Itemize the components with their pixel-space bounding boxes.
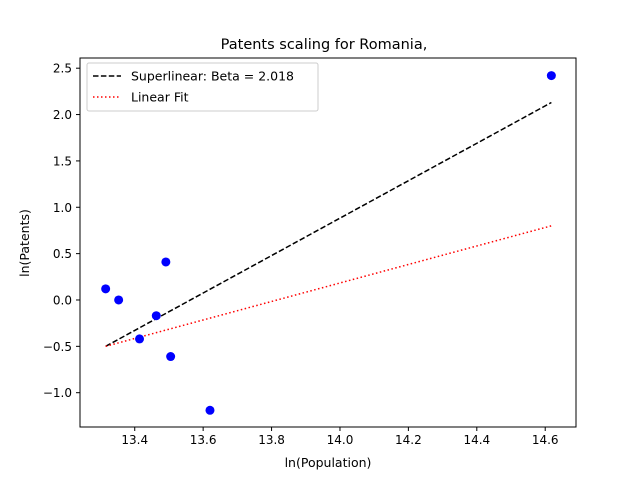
legend-label-linear-fit: Linear Fit — [131, 90, 189, 105]
y-tick-label: 1.5 — [53, 154, 72, 168]
x-tick-label: 13.4 — [121, 433, 148, 447]
data-point — [114, 295, 123, 304]
x-axis-label: ln(Population) — [285, 455, 372, 470]
x-tick-label: 14.2 — [395, 433, 422, 447]
y-tick-label: −1.0 — [43, 386, 72, 400]
y-tick-label: −0.5 — [43, 340, 72, 354]
data-point — [166, 352, 175, 361]
data-point — [152, 311, 161, 320]
y-axis-label: ln(Patents) — [17, 209, 32, 277]
x-tick-label: 14.6 — [532, 433, 559, 447]
data-point — [161, 257, 170, 266]
x-tick-label: 13.8 — [258, 433, 285, 447]
x-tick-label: 14.0 — [327, 433, 354, 447]
chart-title: Patents scaling for Romania, — [221, 37, 428, 53]
y-tick-label: 0.0 — [53, 293, 72, 307]
y-tick-label: 2.0 — [53, 108, 72, 122]
x-tick-label: 13.6 — [190, 433, 217, 447]
data-point — [547, 71, 556, 80]
data-point — [101, 284, 110, 293]
y-tick-label: 2.5 — [53, 62, 72, 76]
data-point — [135, 334, 144, 343]
y-tick-label: 1.0 — [53, 201, 72, 215]
y-tick-label: 0.5 — [53, 247, 72, 261]
legend: Superlinear: Beta = 2.018 Linear Fit — [87, 63, 318, 111]
x-tick-label: 14.4 — [463, 433, 490, 447]
data-point — [205, 406, 214, 415]
legend-label-superlinear: Superlinear: Beta = 2.018 — [131, 69, 294, 84]
